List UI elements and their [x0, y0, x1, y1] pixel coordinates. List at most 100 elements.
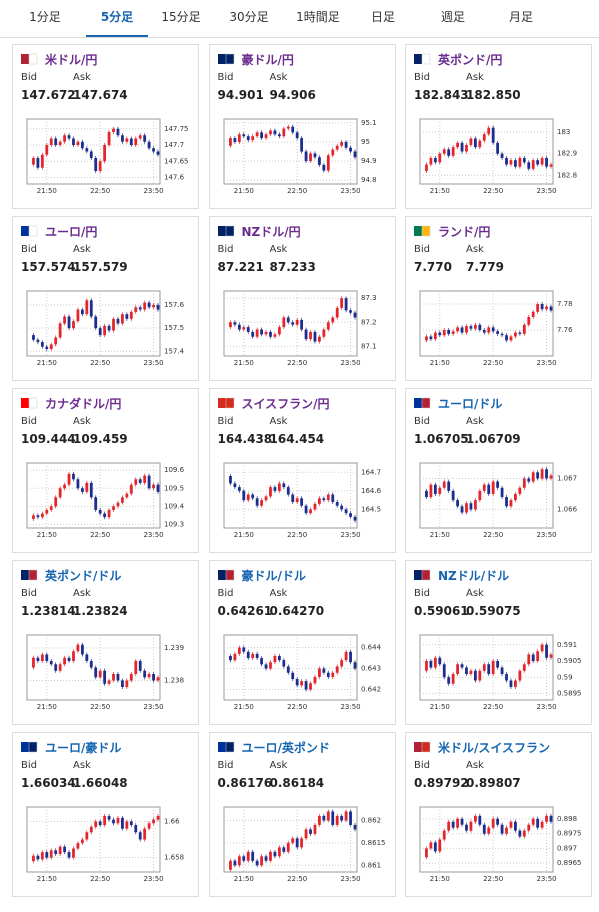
pair-name[interactable]: NZドル/円 — [241, 225, 301, 239]
pair-name[interactable]: 豪ドル/円 — [241, 53, 294, 67]
candle — [536, 160, 540, 165]
tab[interactable]: 1分足 — [29, 10, 61, 24]
candle — [442, 330, 446, 336]
tab[interactable]: 月足 — [508, 10, 533, 24]
candle — [433, 842, 437, 852]
candle — [330, 317, 334, 323]
candle — [348, 147, 352, 152]
flag — [225, 569, 234, 581]
pair-name[interactable]: NZドル/ドル — [438, 569, 510, 583]
ask-label: Ask — [269, 588, 288, 599]
tab-bar: 1分足 5分足 15分足 30分足 1時間足 日足 週足 月足 — [0, 0, 599, 38]
candle — [353, 662, 356, 669]
pair-name[interactable]: 豪ドル/ドル — [241, 569, 306, 583]
candle — [473, 670, 477, 681]
candle — [451, 331, 455, 334]
candle — [527, 824, 531, 831]
tab[interactable]: 週足 — [440, 10, 465, 24]
candle — [72, 321, 75, 329]
flag — [414, 398, 422, 408]
y-tick-label: 1.66 — [164, 817, 180, 825]
x-tick-label: 22:50 — [287, 187, 307, 195]
pair-name[interactable]: 米ドル/円 — [45, 53, 98, 67]
x-tick-label: 22:50 — [90, 359, 110, 367]
candle — [264, 496, 267, 501]
candle — [456, 818, 459, 828]
candle — [138, 661, 142, 671]
candle — [536, 304, 540, 312]
candle — [80, 141, 84, 149]
candle — [531, 654, 535, 661]
candle — [425, 164, 428, 171]
tab[interactable]: 30分足 — [229, 10, 269, 24]
candle — [125, 680, 129, 687]
candle — [429, 336, 433, 340]
candle — [281, 317, 285, 328]
candle — [487, 127, 491, 135]
pair-name[interactable]: ユーロ/円 — [45, 225, 98, 239]
x-tick-label: 22:50 — [90, 875, 110, 883]
pair-name[interactable]: スイスフラン/円 — [241, 397, 330, 411]
pair-name[interactable]: ユーロ/ドル — [438, 397, 503, 411]
pair-name[interactable]: ランド/円 — [438, 225, 491, 239]
candle — [54, 138, 58, 145]
y-tick-label: 87.3 — [361, 294, 377, 302]
candle — [500, 824, 504, 834]
x-tick-label: 23:50 — [340, 187, 360, 195]
pair-name[interactable]: ユーロ/豪ドル — [45, 741, 122, 755]
candle — [286, 126, 290, 129]
bid-value: 182.843 — [414, 88, 469, 102]
y-tick-label: 7.76 — [557, 326, 573, 334]
tab[interactable]: 5分足 — [86, 0, 148, 37]
x-tick-label: 22:50 — [287, 875, 307, 883]
candle — [264, 134, 267, 139]
candle — [156, 677, 160, 681]
y-tick-label: 87.2 — [361, 318, 377, 326]
candle — [134, 479, 138, 485]
y-tick-label: 94.8 — [361, 176, 377, 184]
candle — [264, 856, 267, 861]
candle — [94, 667, 98, 678]
pair-name[interactable]: 英ポンド/ドル — [45, 569, 122, 583]
candle — [143, 828, 147, 840]
y-tick-label: 1.239 — [164, 644, 184, 652]
x-tick-label: 21:50 — [430, 531, 450, 539]
x-tick-label: 23:50 — [536, 703, 556, 711]
candle — [72, 473, 75, 480]
candle — [277, 847, 281, 857]
candle — [58, 141, 62, 145]
candle — [304, 329, 307, 340]
candle — [255, 860, 259, 866]
pair-name[interactable]: カナダドル/円 — [45, 397, 122, 411]
plot-frame — [419, 806, 554, 873]
pair-name[interactable]: 米ドル/スイスフラン — [438, 741, 551, 755]
candle — [40, 654, 44, 661]
candle — [85, 148, 89, 152]
candle — [518, 487, 522, 494]
candle — [469, 821, 473, 831]
y-tick-label: 87.1 — [361, 342, 377, 350]
pair-name[interactable]: ユーロ/英ポンド — [241, 741, 330, 755]
candle — [438, 153, 442, 163]
candle — [268, 487, 272, 497]
candle — [268, 331, 272, 337]
candle — [32, 335, 35, 340]
candle — [147, 475, 151, 489]
candle — [491, 818, 495, 828]
candle — [540, 644, 544, 652]
candle — [339, 141, 343, 146]
candle — [460, 506, 464, 513]
tab[interactable]: 日足 — [370, 10, 395, 24]
tab[interactable]: 1時間足 — [296, 10, 340, 24]
chart: 0.8965 0.897 0.8975 0.898 21:50 22:50 23:50 — [414, 741, 582, 883]
candle — [429, 842, 433, 849]
flag — [21, 570, 29, 580]
ask-label: Ask — [466, 760, 484, 771]
candle — [277, 134, 281, 137]
candle — [465, 326, 468, 333]
candle — [330, 672, 334, 677]
candle — [63, 657, 66, 665]
tab[interactable]: 15分足 — [161, 10, 201, 24]
candle — [299, 138, 303, 152]
pair-name[interactable]: 英ポンド/円 — [438, 53, 503, 67]
